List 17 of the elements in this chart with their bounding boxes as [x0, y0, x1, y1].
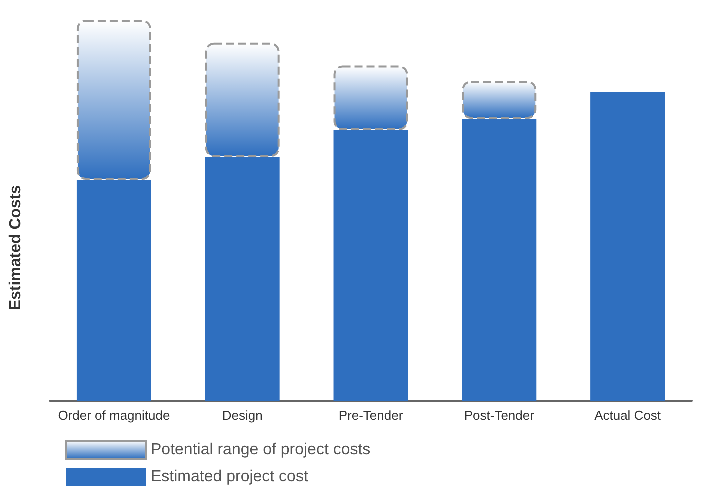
- bar: [76, 180, 152, 401]
- bar: [590, 92, 666, 401]
- y-axis-title: Estimated Costs: [8, 185, 24, 311]
- x-tick-label: Order of magnitude: [58, 408, 170, 423]
- bar: [334, 66, 408, 130]
- x-tick-label: Pre-Tender: [338, 408, 404, 423]
- x-tick-label: Post-Tender: [464, 408, 536, 423]
- bar: [462, 80, 537, 120]
- bar: [462, 119, 537, 401]
- legend-label: Estimated project cost: [151, 468, 309, 486]
- bar: [334, 130, 408, 401]
- bar: [205, 42, 280, 158]
- bar: [76, 20, 152, 180]
- legend-label: Potential range of project costs: [151, 442, 371, 458]
- x-tick-label: Design: [222, 408, 263, 423]
- bar: [205, 157, 280, 401]
- x-tick-label: Actual Cost: [594, 408, 662, 423]
